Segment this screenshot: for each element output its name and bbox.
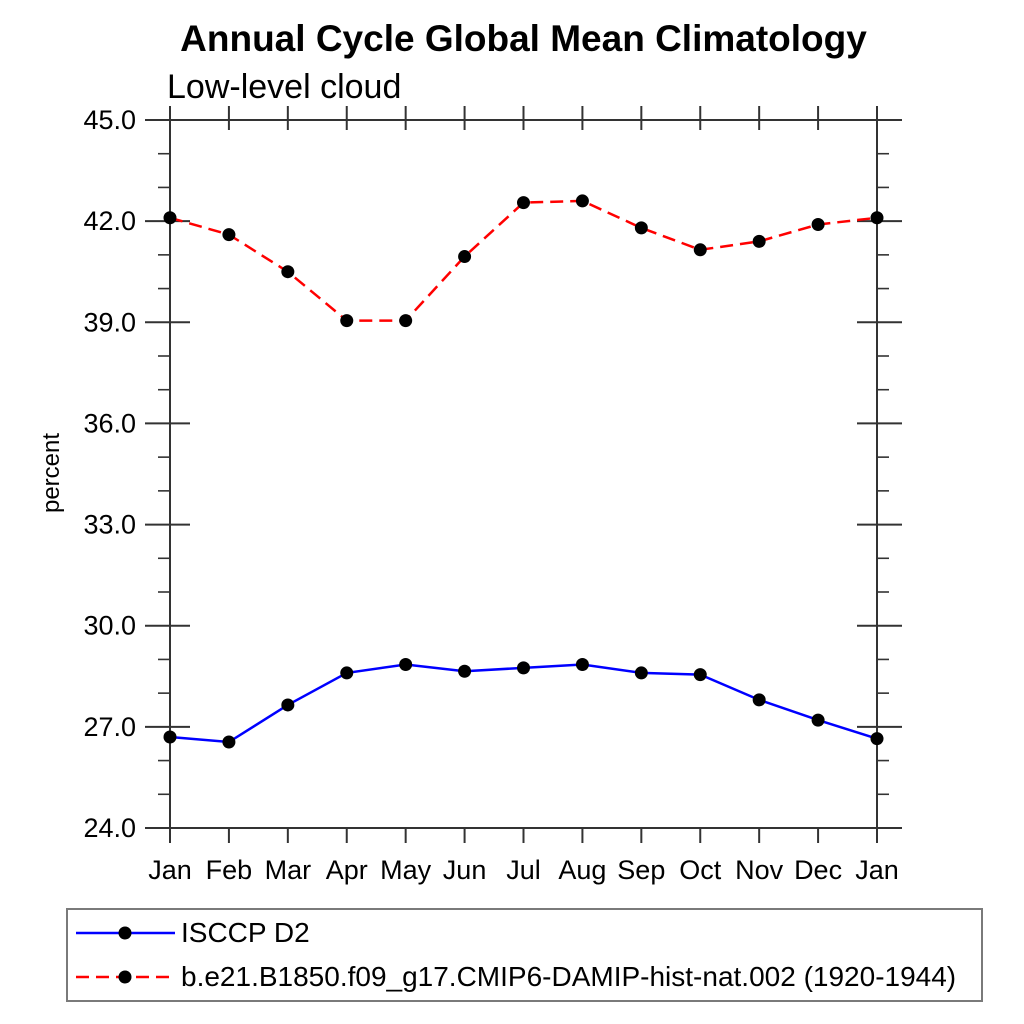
data-point-marker — [163, 730, 177, 744]
data-point-marker — [458, 664, 472, 678]
data-point-marker — [517, 661, 530, 675]
y-tick-label: 33.0 — [83, 510, 136, 540]
y-tick-label: 27.0 — [83, 712, 136, 742]
x-tick-label: May — [380, 855, 432, 885]
data-point-marker — [517, 196, 530, 210]
chart-title: Annual Cycle Global Mean Climatology — [180, 18, 867, 59]
x-tick-label: Feb — [206, 855, 253, 885]
legend-label: ISCCP D2 — [181, 917, 310, 948]
data-point-marker — [163, 211, 177, 225]
data-point-marker — [752, 234, 766, 248]
data-point-marker — [281, 265, 295, 279]
data-point-marker — [399, 314, 413, 328]
legend-marker-icon — [118, 926, 132, 940]
data-point-marker — [634, 221, 648, 235]
legend-line-sample-dashed — [76, 970, 175, 984]
x-tick-label: Sep — [617, 855, 665, 885]
data-point-marker — [811, 218, 825, 232]
data-point-marker — [340, 666, 354, 680]
data-point-marker — [222, 228, 236, 242]
data-point-marker — [634, 666, 648, 680]
data-point-marker — [870, 211, 884, 225]
data-point-marker — [458, 250, 472, 264]
legend-label: b.e21.B1850.f09_g17.CMIP6-DAMIP-hist-nat… — [181, 961, 957, 992]
data-point-marker — [693, 243, 707, 257]
data-point-marker — [752, 693, 766, 707]
data-point-marker — [693, 668, 707, 682]
y-tick-label: 36.0 — [83, 408, 136, 438]
y-tick-label: 42.0 — [83, 206, 136, 236]
x-tick-label: Jul — [506, 855, 541, 885]
x-tick-label: Jan — [148, 855, 192, 885]
y-tick-label: 30.0 — [83, 611, 136, 641]
series-line — [169, 663, 878, 744]
legend-item-model-run: b.e21.B1850.f09_g17.CMIP6-DAMIP-hist-nat… — [68, 956, 981, 998]
data-point-marker — [281, 698, 295, 712]
legend-marker-icon — [118, 970, 132, 984]
series-0 — [163, 657, 884, 749]
x-tick-label: Mar — [265, 855, 312, 885]
series-1 — [163, 194, 884, 328]
legend-line-sample-solid — [76, 926, 175, 940]
data-point-marker — [399, 657, 413, 671]
data-point-marker — [870, 732, 884, 746]
chart-subtitle: Low-level cloud — [167, 68, 402, 106]
y-tick-label: 39.0 — [83, 307, 136, 337]
x-tick-label: Oct — [679, 855, 722, 885]
data-point-marker — [222, 735, 236, 749]
y-tick-label: 45.0 — [83, 105, 136, 135]
data-point-marker — [811, 713, 825, 727]
x-tick-label: Nov — [735, 855, 784, 885]
series-line — [169, 199, 878, 322]
legend-item-isccp: ISCCP D2 — [68, 912, 981, 954]
legend-box: ISCCP D2 b.e21.B1850.f09_g17.CMIP6-DAMIP… — [66, 908, 983, 1002]
x-tick-label: Jun — [443, 855, 487, 885]
data-point-marker — [575, 194, 589, 208]
data-point-marker — [340, 314, 354, 328]
x-tick-label: Jan — [855, 855, 899, 885]
y-tick-label: 24.0 — [83, 813, 136, 843]
x-tick-label: Apr — [326, 855, 368, 885]
x-tick-label: Dec — [794, 855, 842, 885]
data-point-marker — [575, 657, 589, 671]
x-tick-label: Aug — [558, 855, 606, 885]
axes: 24.0 27.0 30.0 33.0 36.0 39.0 42.0 45.0 Jan Feb Ma… — [83, 105, 902, 885]
